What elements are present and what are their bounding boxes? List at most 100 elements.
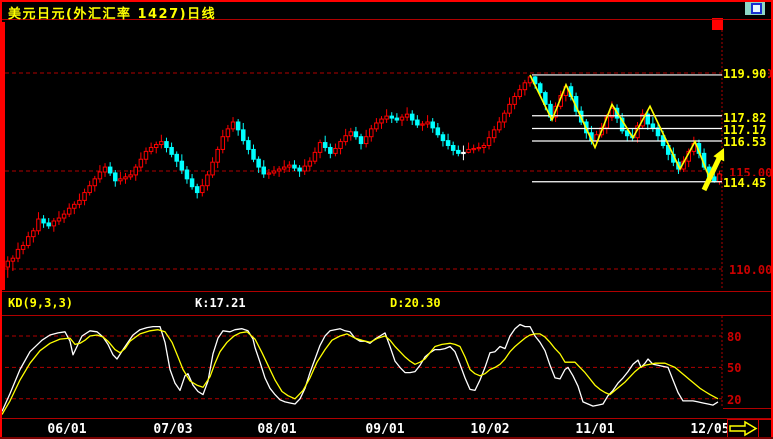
candle — [712, 176, 717, 183]
candle — [466, 148, 471, 153]
candle — [72, 203, 77, 209]
candle — [10, 257, 16, 262]
candle — [517, 89, 522, 98]
date-label: 08/01 — [257, 422, 297, 437]
candle — [271, 170, 277, 174]
candle — [353, 131, 359, 138]
candle — [307, 160, 313, 167]
candle — [292, 164, 297, 169]
candle — [51, 220, 57, 227]
candle — [153, 144, 159, 148]
date-label: 10/02 — [470, 422, 510, 437]
candle — [420, 123, 425, 126]
candle — [333, 147, 338, 154]
candle — [322, 142, 328, 148]
candle — [312, 151, 318, 162]
candle — [97, 171, 103, 180]
scrollbar-top-line — [723, 408, 771, 409]
candle — [261, 166, 266, 175]
candle — [328, 146, 333, 154]
candle — [87, 185, 92, 194]
candle — [5, 260, 10, 268]
candle — [717, 173, 722, 183]
candle — [246, 140, 251, 150]
candle — [476, 146, 482, 150]
candle — [41, 218, 46, 224]
kd-indicator-header: KD(9,3,3) K:17.21 D:20.30 — [0, 291, 773, 316]
candle — [56, 217, 62, 222]
date-label: 09/01 — [365, 422, 405, 437]
candle — [220, 136, 226, 150]
candle — [266, 172, 272, 175]
scroll-right-button[interactable] — [727, 419, 772, 439]
candle — [235, 121, 241, 131]
candle — [113, 172, 118, 182]
candle — [148, 146, 154, 152]
zigzag-line — [529, 74, 712, 183]
candle — [348, 131, 354, 137]
candle — [276, 168, 282, 172]
kd-k-line — [1, 323, 719, 412]
candle — [512, 96, 517, 105]
candle — [415, 119, 420, 126]
candle — [169, 146, 174, 155]
candle — [215, 148, 220, 163]
candle — [107, 166, 113, 174]
candle — [46, 222, 51, 227]
date-axis: 06/01 07/03 08/01 09/01 10/02 11/01 12/05 — [0, 418, 773, 439]
candle — [609, 107, 615, 118]
scroll-box-divider — [758, 420, 759, 437]
candle — [471, 147, 476, 151]
candle — [184, 169, 190, 180]
candle — [31, 230, 36, 238]
kd-scale-label: 80 — [727, 330, 742, 344]
candle — [399, 116, 405, 121]
price-label-yellow: 117.82 — [723, 111, 769, 125]
restore-window-icon[interactable] — [745, 2, 765, 15]
price-label-yellow: 117.17 — [723, 123, 769, 137]
candle — [77, 199, 82, 205]
candle — [389, 115, 394, 119]
window-right-border — [771, 0, 773, 439]
candle — [133, 166, 138, 176]
candle — [456, 149, 461, 154]
trend-arrow-icon — [701, 148, 725, 192]
date-label: 11/01 — [575, 422, 615, 437]
candle — [138, 158, 144, 168]
candle — [164, 141, 169, 148]
scroll-right-arrow-icon — [729, 420, 758, 437]
candle — [118, 178, 123, 182]
candle — [174, 153, 179, 162]
price-label-yellow: 114.45 — [723, 176, 769, 190]
red-marker — [712, 18, 723, 30]
candle — [338, 141, 343, 149]
candle — [200, 185, 205, 194]
candle — [507, 103, 512, 114]
candle — [92, 178, 98, 187]
candle — [625, 130, 630, 137]
candle — [486, 137, 492, 147]
candle — [256, 158, 261, 168]
candle — [123, 176, 128, 180]
candle — [497, 121, 502, 131]
candle — [302, 165, 307, 172]
candle — [363, 136, 369, 145]
left-red-bar — [0, 22, 5, 290]
candle — [522, 82, 528, 91]
candle — [61, 213, 67, 219]
kd-d-value: D:20.30 — [390, 296, 441, 310]
candle — [281, 166, 287, 170]
candle — [450, 145, 456, 151]
candle — [379, 118, 384, 124]
kd-indicator-label: KD(9,3,3) — [8, 296, 74, 310]
candle — [189, 178, 195, 188]
date-label: 06/01 — [47, 422, 87, 437]
candle — [435, 127, 441, 136]
candle — [404, 113, 410, 118]
candle — [394, 117, 400, 121]
candle — [425, 121, 430, 125]
candle — [650, 123, 656, 129]
kd-scale-label: 50 — [727, 361, 742, 375]
